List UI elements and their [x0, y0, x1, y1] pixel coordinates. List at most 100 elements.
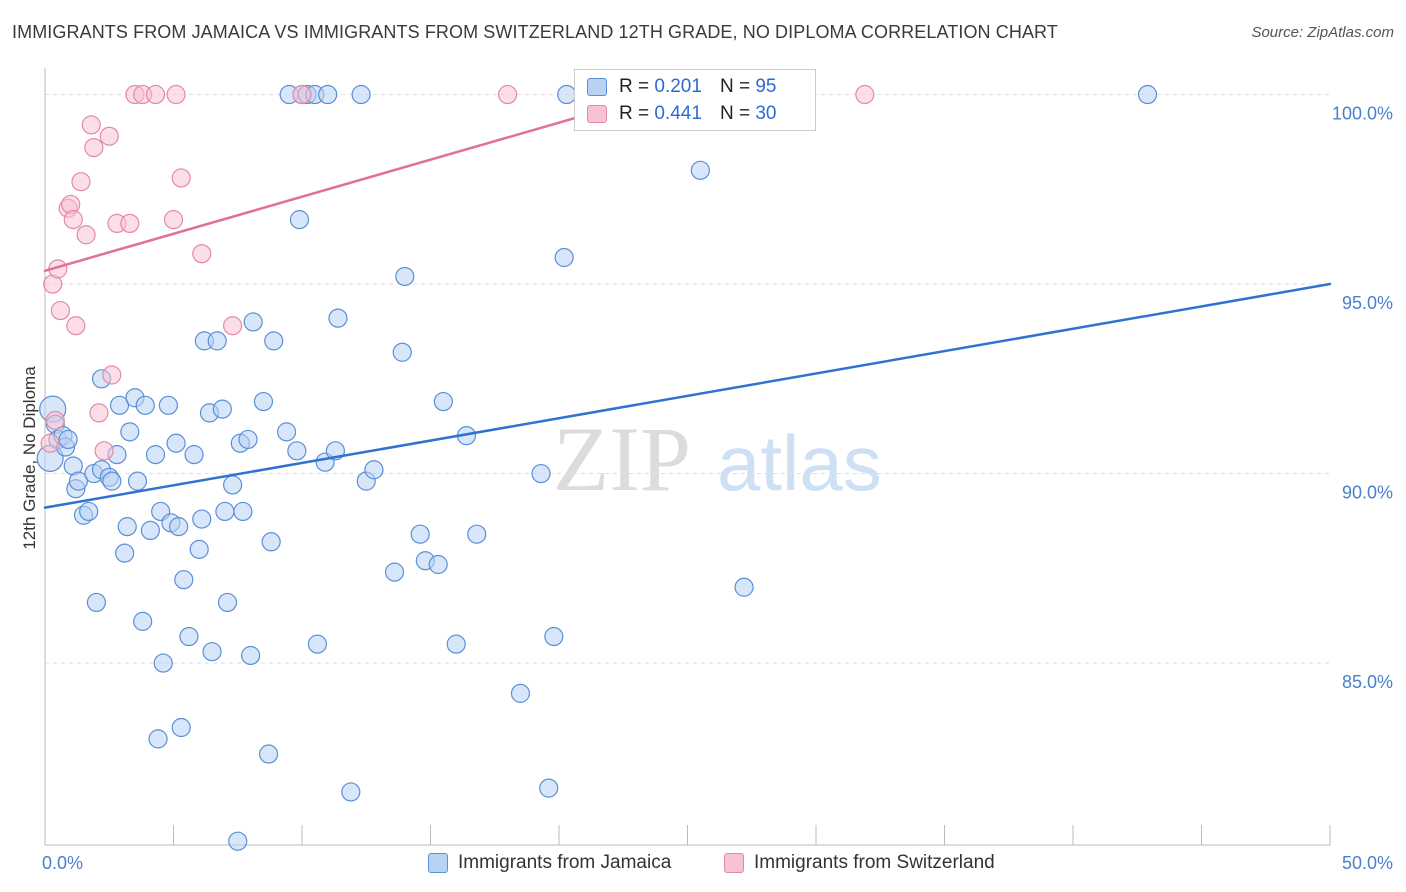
data-point: [184, 445, 204, 465]
data-point: [264, 331, 284, 351]
legend-row-jamaica: R = 0.201 N = 95: [587, 74, 776, 100]
series-label-switzerland: Immigrants from Switzerland: [754, 852, 995, 873]
data-point: [71, 172, 91, 192]
data-point: [510, 683, 531, 703]
data-point: [395, 266, 415, 287]
series-swatch-switzerland: [724, 853, 744, 873]
data-point: [351, 84, 371, 105]
data-point: [145, 84, 166, 105]
data-point: [287, 441, 307, 461]
trend-line-switzerland: [43, 93, 658, 273]
data-point: [133, 611, 153, 631]
data-point: [215, 501, 235, 522]
data-point: [292, 84, 312, 105]
data-point: [153, 653, 173, 673]
data-point: [179, 626, 199, 647]
data-point: [192, 244, 212, 264]
data-point: [228, 831, 248, 851]
watermark: ZIP atlas: [553, 408, 882, 510]
data-point: [169, 517, 189, 537]
data-point: [241, 645, 261, 666]
data-point: [120, 213, 140, 233]
data-point: [202, 642, 222, 662]
trend-lines: [43, 93, 1332, 509]
data-point: [253, 391, 274, 412]
legend-r-label: R =: [619, 103, 650, 124]
legend-swatch-switzerland: [587, 105, 607, 123]
data-point: [50, 300, 71, 321]
legend-n-value: 30: [755, 103, 777, 124]
data-point: [223, 475, 243, 495]
data-point: [217, 592, 238, 613]
data-point: [318, 84, 338, 105]
data-point: [433, 391, 453, 412]
y-tick-labels: 100.0% 95.0% 90.0% 85.0%: [1332, 104, 1393, 693]
data-point: [223, 316, 243, 336]
chart-title: IMMIGRANTS FROM JAMAICA VS IMMIGRANTS FR…: [12, 22, 1058, 42]
data-point: [115, 543, 135, 563]
data-point: [276, 422, 297, 442]
series-legend-jamaica[interactable]: Immigrants from Jamaica: [428, 852, 671, 874]
data-point: [544, 626, 564, 647]
data-point: [140, 520, 160, 541]
data-points: [36, 84, 1158, 851]
series-label-jamaica: Immigrants from Jamaica: [458, 852, 672, 873]
data-point: [86, 592, 107, 613]
data-point: [410, 524, 430, 544]
series-legend: Immigrants from Jamaica Immigrants from …: [0, 852, 1406, 878]
data-point: [94, 441, 114, 461]
legend-r-label: R =: [619, 76, 650, 97]
legend-n-value: 95: [755, 76, 777, 97]
data-point: [120, 422, 140, 442]
data-point: [734, 577, 754, 597]
data-point: [166, 84, 186, 105]
watermark-atlas: atlas: [717, 419, 882, 507]
data-point: [207, 331, 227, 351]
y-tick-label: 85.0%: [1342, 672, 1393, 692]
data-point: [174, 570, 194, 590]
y-tick-label: 95.0%: [1342, 293, 1393, 313]
data-point: [171, 168, 191, 188]
data-point: [102, 365, 122, 385]
x-tick-label-max: 50.0%: [1342, 853, 1393, 873]
data-point: [243, 312, 263, 332]
data-point: [341, 782, 361, 802]
data-point: [307, 634, 328, 654]
data-point: [428, 554, 448, 575]
data-point: [467, 524, 487, 544]
data-point: [261, 532, 281, 552]
data-point: [328, 308, 348, 328]
legend-n-label: N =: [719, 76, 751, 97]
data-point: [539, 778, 559, 798]
data-point: [40, 433, 60, 453]
series-legend-switzerland[interactable]: Immigrants from Switzerland: [724, 852, 995, 874]
data-point: [531, 463, 551, 484]
data-point: [117, 517, 137, 537]
data-point: [690, 160, 710, 180]
data-point: [163, 210, 184, 230]
data-point: [79, 501, 99, 522]
data-point: [258, 744, 279, 764]
trend-line-jamaica: [43, 282, 1332, 509]
legend-r-value: 0.201: [654, 76, 702, 97]
legend-row-switzerland: R = 0.441 N = 30: [587, 101, 776, 127]
data-point: [554, 247, 574, 268]
data-point: [76, 225, 96, 245]
data-point: [189, 539, 209, 559]
chart-source: Source: ZipAtlas.com: [1251, 24, 1394, 41]
data-point: [84, 137, 104, 158]
data-point: [148, 729, 168, 749]
series-swatch-jamaica: [428, 853, 448, 873]
data-point: [89, 403, 109, 423]
y-tick-label: 90.0%: [1342, 483, 1393, 503]
y-tick-label: 100.0%: [1332, 104, 1393, 124]
watermark-zip: ZIP: [553, 408, 691, 510]
data-point: [392, 342, 412, 362]
data-point: [66, 316, 86, 336]
data-point: [102, 471, 122, 491]
data-point: [63, 210, 83, 230]
gridlines: [45, 94, 1330, 664]
data-point: [158, 395, 178, 415]
legend-r-value: 0.441: [654, 103, 702, 124]
y-axis-title: 12th Grade, No Diploma: [20, 366, 39, 550]
